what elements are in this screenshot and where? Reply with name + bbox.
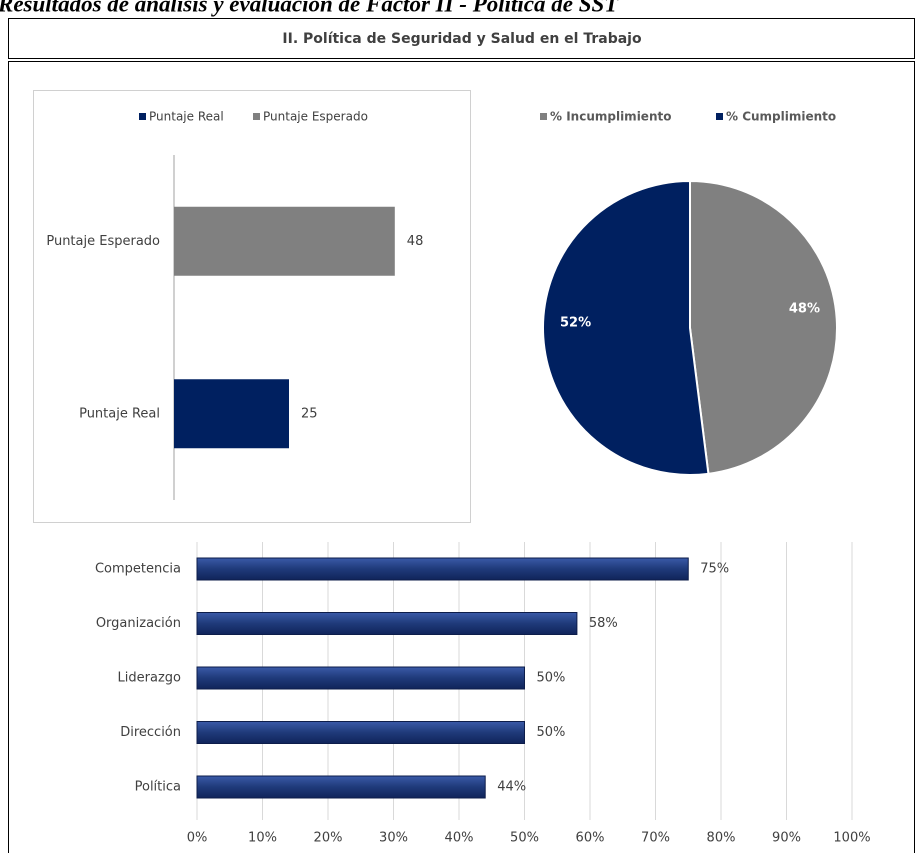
value-label: 52% — [560, 316, 591, 331]
value-label: 58% — [589, 616, 618, 631]
y-tick-label: Liderazgo — [118, 671, 181, 686]
bar — [174, 379, 289, 449]
page-heading: Resultados de análisis y evaluación de F… — [0, 0, 619, 16]
legend-label: % Cumplimiento — [726, 110, 836, 124]
bar — [174, 206, 395, 276]
x-tick-label: 70% — [641, 831, 670, 846]
bar — [196, 721, 525, 744]
y-tick-label: Dirección — [120, 725, 181, 740]
y-tick-label: Puntaje Real — [79, 406, 160, 421]
y-tick-label: Organización — [96, 616, 181, 631]
value-label: 50% — [537, 725, 566, 740]
legend-swatch — [716, 113, 723, 120]
legend-label: Puntaje Esperado — [263, 110, 368, 124]
x-tick-label: 50% — [510, 831, 539, 846]
pie-slice — [542, 179, 710, 476]
value-label: 48 — [407, 234, 424, 249]
x-tick-label: 10% — [248, 831, 277, 846]
y-tick-label: Política — [135, 780, 181, 795]
pie-slice — [689, 179, 838, 475]
panel-title: II. Política de Seguridad y Salud en el … — [282, 31, 642, 47]
legend-swatch — [540, 113, 547, 120]
x-tick-label: 0% — [187, 831, 208, 846]
legend-label: % Incumplimiento — [550, 110, 671, 124]
value-label: 50% — [537, 671, 566, 686]
value-label: 25 — [301, 406, 318, 421]
value-label: 48% — [789, 301, 820, 316]
x-tick-label: 100% — [833, 831, 870, 846]
y-tick-label: Puntaje Esperado — [46, 234, 160, 249]
x-tick-label: 80% — [707, 831, 736, 846]
bar — [196, 775, 486, 799]
x-tick-label: 40% — [445, 831, 474, 846]
value-label: 75% — [700, 562, 729, 577]
bar — [196, 557, 689, 581]
x-tick-label: 30% — [379, 831, 408, 846]
legend-swatch — [253, 113, 260, 120]
value-label: 44% — [497, 780, 526, 795]
y-tick-label: Competencia — [95, 562, 181, 577]
bar — [196, 666, 525, 690]
chart-box — [33, 90, 471, 523]
bar — [196, 612, 578, 635]
legend-swatch — [139, 113, 146, 120]
x-tick-label: 60% — [576, 831, 605, 846]
x-tick-label: 20% — [314, 831, 343, 846]
legend-label: Puntaje Real — [149, 110, 224, 124]
x-tick-label: 90% — [772, 831, 801, 846]
